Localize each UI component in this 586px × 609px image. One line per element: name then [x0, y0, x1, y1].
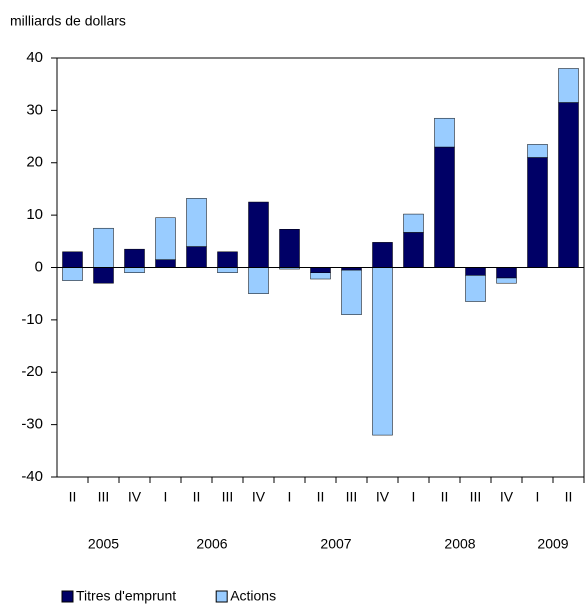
bar [434, 146, 455, 268]
bar [124, 267, 145, 273]
bar [496, 267, 517, 279]
y-tick-label: -20 [21, 363, 43, 380]
bar [155, 259, 176, 268]
bar [527, 144, 548, 158]
bar [186, 198, 207, 247]
y-tick-label: -10 [21, 311, 43, 328]
x-tick-label: IV [252, 489, 266, 505]
bar [372, 242, 393, 268]
bar [248, 201, 269, 268]
x-tick-label: I [412, 489, 416, 505]
x-tick-label: III [346, 489, 358, 505]
x-tick-label: II [317, 489, 325, 505]
x-tick-label: IV [128, 489, 142, 505]
x-tick-label: III [222, 489, 234, 505]
x-tick-label: I [288, 489, 292, 505]
year-label: 2006 [196, 536, 227, 552]
y-tick-label: 10 [26, 206, 43, 223]
y-tick-label: 20 [26, 154, 43, 171]
bar [279, 229, 300, 268]
legend-label: Actions [230, 588, 276, 604]
bar [558, 102, 579, 268]
bar [124, 248, 145, 268]
x-tick-label: II [69, 489, 77, 505]
bar [62, 251, 83, 268]
bar [93, 227, 114, 268]
legend-swatch [215, 590, 228, 603]
x-tick-label: IV [500, 489, 514, 505]
bar [186, 246, 207, 268]
x-tick-label: I [164, 489, 168, 505]
bar [465, 267, 486, 276]
x-tick-label: II [565, 489, 573, 505]
x-tick-label: III [98, 489, 110, 505]
y-tick-label: 0 [35, 258, 43, 275]
x-tick-label: IV [376, 489, 390, 505]
bar [341, 269, 362, 315]
bar [62, 267, 83, 281]
bar [527, 157, 548, 268]
bar [403, 213, 424, 233]
bar [248, 267, 269, 294]
bar [93, 267, 114, 284]
x-tick-label: II [441, 489, 449, 505]
y-tick-label: 40 [26, 49, 43, 66]
bar [465, 275, 486, 302]
bar [496, 277, 517, 284]
year-label: 2005 [88, 536, 119, 552]
plot-frame [56, 57, 585, 478]
bar [403, 232, 424, 268]
x-tick-label: II [193, 489, 201, 505]
bar [217, 267, 238, 273]
year-label: 2007 [320, 536, 351, 552]
bar [310, 267, 331, 273]
y-tick-label: 30 [26, 101, 43, 118]
bar [434, 117, 455, 148]
bar [558, 68, 579, 103]
bar [155, 217, 176, 260]
legend-label: Titres d'emprunt [76, 588, 176, 604]
bar [217, 251, 238, 268]
bar [372, 267, 393, 436]
y-tick-label: -30 [21, 416, 43, 433]
legend-swatch [61, 590, 74, 603]
year-label: 2008 [444, 536, 475, 552]
bar [310, 272, 331, 280]
year-label: 2009 [537, 536, 568, 552]
x-tick-label: III [470, 489, 482, 505]
x-tick-label: I [536, 489, 540, 505]
y-axis-label: milliards de dollars [10, 13, 126, 29]
y-tick-label: -40 [21, 468, 43, 485]
